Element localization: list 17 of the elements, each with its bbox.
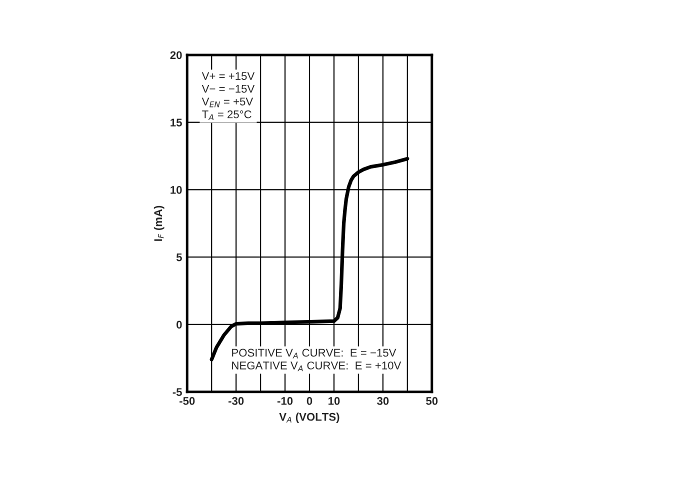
text: V+ = +15V V− = −15V V$_{EN}$ = +5V T$_{A}$ = 25°C <box>202 72 255 120</box>
x-tick-label: -30 <box>228 397 244 405</box>
y-axis-title: I$_{F}$ (mA) <box>154 206 164 241</box>
x-tick-label: -10 <box>277 397 293 405</box>
y-tick-label: 20 <box>170 51 182 60</box>
y-tick-label: 5 <box>176 253 182 262</box>
x-tick-label: 50 <box>426 397 438 405</box>
y-tick-label: 15 <box>170 118 182 126</box>
y-tick-label: 0 <box>176 320 182 329</box>
x-tick-label: 10 <box>328 397 340 405</box>
annotation: POSITIVE V$_{A}$ CURVE: E = −15V NEGATIVE V$_{A}$ CURVE: E = +10V <box>232 348 402 372</box>
y-tick-label: -5 <box>172 388 182 396</box>
x-tick-label: 30 <box>377 397 389 405</box>
x-tick-label: 0 <box>306 397 312 405</box>
y-tick-label: 10 <box>170 186 182 194</box>
x-axis-title: V$_{A}$ (VOLTS) <box>279 412 340 423</box>
x-tick-label: -50 <box>180 397 195 405</box>
